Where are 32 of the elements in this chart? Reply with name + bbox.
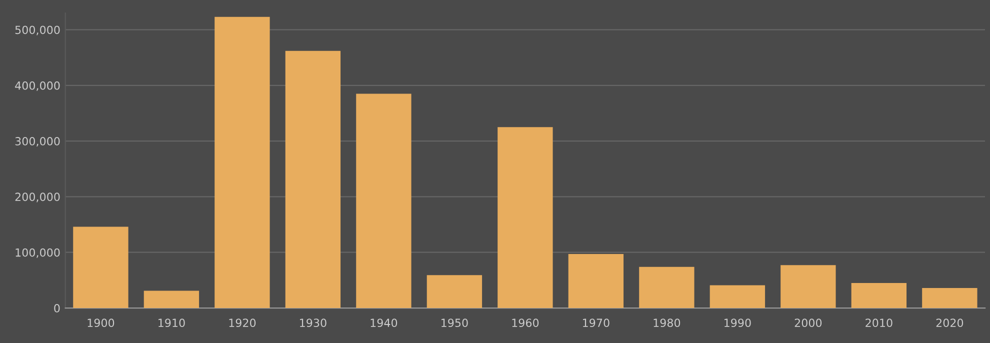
x-tick-label: 2010: [866, 318, 892, 328]
x-tick-label: 1930: [300, 318, 326, 328]
bar: [639, 266, 694, 308]
y-tick-label: 200,000: [15, 192, 60, 202]
x-tick-label: 2000: [794, 318, 822, 328]
y-tick-label: 500,000: [15, 26, 60, 36]
x-tick-label: 1970: [583, 318, 610, 328]
bar: [568, 254, 624, 308]
x-tick-label: 1980: [654, 318, 680, 328]
x-tick-label: 1990: [724, 318, 751, 328]
bar: [356, 94, 412, 308]
x-tick-label: 1940: [370, 318, 398, 328]
bar: [285, 50, 341, 308]
x-tick-label: 2020: [936, 318, 964, 328]
bar: [710, 285, 766, 308]
y-tick-label: 400,000: [15, 81, 60, 91]
bar: [780, 265, 836, 308]
x-tick-label: 1920: [229, 318, 256, 328]
x-tick-label: 1900: [88, 318, 114, 328]
y-tick-label: 0: [54, 304, 60, 312]
bar: [214, 16, 270, 308]
x-tick-label: 1960: [512, 318, 539, 328]
y-tick-label: 300,000: [15, 137, 60, 147]
bar: [498, 127, 553, 308]
bar: [851, 282, 907, 308]
x-tick-label: 1910: [158, 318, 185, 328]
bar: [73, 226, 128, 308]
bar: [144, 290, 200, 308]
bar: [426, 275, 482, 308]
x-tick-label: 1950: [442, 318, 468, 328]
y-tick-label: 100,000: [16, 248, 60, 258]
bar: [922, 288, 978, 308]
